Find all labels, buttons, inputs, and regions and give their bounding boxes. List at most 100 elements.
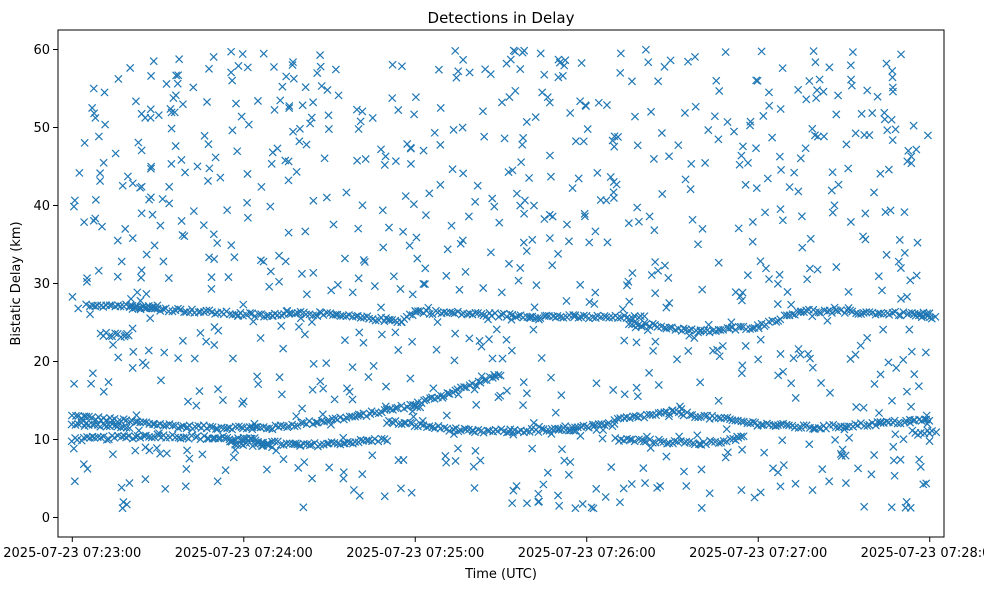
data-point-1591 — [196, 328, 205, 337]
data-point-1558 — [776, 205, 785, 214]
data-point-1742 — [599, 425, 608, 435]
data-point-1265 — [639, 464, 648, 473]
data-point-1525 — [844, 287, 853, 296]
data-point-1190 — [237, 112, 246, 121]
data-point-1387 — [925, 437, 934, 446]
data-point-930 — [83, 274, 92, 283]
data-point-1343 — [896, 455, 905, 464]
data-point-1281 — [907, 159, 916, 168]
data-point-1443 — [150, 241, 159, 250]
data-point-1225 — [497, 98, 507, 107]
data-point-44 — [190, 422, 200, 431]
data-point-1345 — [99, 158, 108, 167]
data-point-1694 — [714, 135, 723, 144]
data-point-984 — [830, 201, 839, 210]
data-point-1075 — [771, 421, 780, 430]
data-point-1033 — [165, 199, 174, 208]
data-point-1135 — [576, 431, 585, 440]
data-point-1741 — [815, 75, 824, 84]
data-point-81 — [293, 421, 302, 430]
data-point-1081 — [778, 436, 787, 445]
data-point-1383 — [654, 266, 663, 275]
data-point-1598 — [470, 483, 479, 493]
data-point-1760 — [339, 433, 348, 442]
data-point-1512 — [880, 115, 889, 124]
data-point-1009 — [818, 465, 827, 474]
data-point-1315 — [881, 208, 890, 217]
data-point-264 — [370, 434, 379, 444]
data-point-1409 — [213, 238, 222, 248]
data-point-1080 — [348, 395, 357, 404]
data-point-1389 — [355, 328, 364, 337]
data-point-1669 — [216, 173, 225, 182]
data-point-1497 — [450, 356, 459, 365]
data-point-1077 — [690, 52, 700, 61]
data-point-1365 — [522, 389, 531, 398]
data-point-971 — [137, 109, 146, 118]
data-point-877 — [90, 420, 99, 429]
y-axis: 0 10 20 30 40 50 60 — [33, 43, 58, 526]
data-point-1053 — [701, 158, 710, 167]
data-point-1317 — [665, 298, 674, 308]
data-point-661 — [862, 308, 871, 317]
data-point-1637 — [334, 91, 343, 100]
data-point-1014 — [381, 152, 390, 161]
data-point-289 — [440, 423, 449, 432]
data-point-937 — [88, 103, 97, 112]
data-point-1333 — [394, 346, 403, 355]
data-point-101 — [351, 412, 360, 421]
data-point-1171 — [789, 354, 798, 363]
data-point-752 — [799, 421, 808, 430]
data-point-999 — [535, 422, 544, 431]
data-point-1051 — [205, 253, 214, 262]
data-point-1485 — [620, 336, 629, 345]
data-point-670 — [888, 308, 897, 317]
data-point-1267 — [624, 219, 633, 228]
data-point-1130 — [122, 500, 131, 509]
data-point-1332 — [561, 422, 570, 431]
data-point-1193 — [492, 325, 501, 334]
data-point-1100 — [831, 435, 840, 444]
data-point-1501 — [322, 193, 331, 202]
data-point-960 — [558, 71, 567, 80]
data-point-1727 — [778, 216, 787, 225]
data-point-1626 — [129, 347, 138, 356]
data-point-1155 — [592, 484, 601, 493]
data-point-1548 — [505, 93, 514, 102]
data-point-1065 — [580, 209, 589, 218]
data-point-1350 — [819, 87, 828, 96]
data-point-1236 — [399, 227, 408, 236]
data-point-1357 — [99, 387, 108, 396]
data-point-1118 — [309, 268, 318, 277]
data-point-1766 — [836, 449, 845, 458]
data-point-1083 — [368, 451, 377, 460]
data-point-1298 — [131, 446, 140, 455]
data-point-919 — [785, 183, 794, 192]
data-point-906 — [554, 73, 563, 82]
data-point-1079 — [551, 408, 560, 417]
data-point-1722 — [813, 265, 822, 274]
data-point-1729 — [683, 57, 693, 66]
data-point-1188 — [257, 182, 266, 191]
data-point-239 — [299, 439, 308, 448]
data-point-1677 — [161, 484, 170, 493]
data-point-304 — [479, 428, 488, 437]
data-point-517 — [511, 312, 520, 321]
data-point-1468 — [250, 434, 259, 443]
data-point-1428 — [207, 273, 216, 282]
data-point-888 — [122, 423, 131, 432]
data-point-1245 — [348, 363, 357, 372]
data-point-1159 — [436, 140, 445, 149]
data-point-1424 — [125, 479, 134, 488]
data-point-1622 — [873, 92, 882, 101]
data-point-827 — [694, 440, 704, 449]
data-point-1576 — [121, 224, 130, 233]
data-point-1795 — [865, 131, 874, 140]
data-point-1331 — [380, 160, 389, 169]
data-point-1420 — [876, 370, 885, 379]
x-tick-label-1: 2025-07-23 07:24:00 — [175, 546, 313, 561]
data-point-1765 — [891, 430, 900, 439]
data-point-1778 — [167, 124, 176, 133]
data-point-594 — [679, 324, 688, 333]
